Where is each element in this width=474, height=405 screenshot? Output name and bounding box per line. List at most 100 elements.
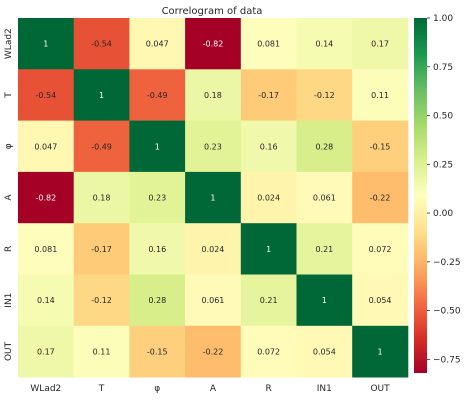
- heatmap-cell: [296, 325, 353, 378]
- heatmap-cell: [73, 171, 130, 224]
- heatmap-cell: [185, 274, 242, 327]
- cell-value-label: 0.054: [313, 347, 336, 356]
- heatmap-cell: [129, 223, 186, 275]
- cell-value-label: -0.22: [370, 194, 391, 203]
- heatmap-cell: [352, 274, 409, 327]
- heatmap-cell: [352, 223, 409, 275]
- heatmap-cell: [240, 69, 297, 121]
- heatmap-cell: [240, 223, 297, 275]
- cell-value-label: 0.024: [257, 194, 280, 203]
- colorbar-tick-label: 1.00: [433, 14, 453, 24]
- row-tick-label: A: [4, 194, 14, 201]
- cell-value-label: 0.11: [371, 91, 389, 100]
- heatmap-cells: 1 -0.54 0.047 -0.82 0.081 0.14 0.17 -0.54 1 -0.49…: [18, 18, 409, 378]
- heatmap-cell: [185, 325, 242, 378]
- heatmap-cell: [240, 274, 297, 327]
- colorbar-tick-label: −0.50: [433, 307, 461, 317]
- heatmap-cell: [18, 223, 75, 275]
- cell-value-label: 1: [378, 347, 383, 356]
- heatmap-cell: [240, 325, 297, 378]
- heatmap-cell: [18, 325, 75, 378]
- heatmap-cell: [352, 120, 409, 173]
- row-tick-label: IN1: [4, 293, 14, 308]
- colorbar-gradient: [414, 18, 427, 373]
- cell-value-label: -0.22: [203, 347, 224, 356]
- cell-value-label: 0.072: [257, 347, 280, 356]
- heatmap-cell: [185, 171, 242, 224]
- row-tick-label: T: [4, 92, 14, 99]
- colorbar-tick-label: 0.50: [433, 112, 453, 122]
- heatmap-cell: [296, 120, 353, 173]
- cell-value-label: 0.14: [37, 296, 55, 305]
- heatmap-cell: [352, 69, 409, 121]
- heatmap-cell: [296, 274, 353, 327]
- heatmap-cell: [73, 69, 130, 121]
- cell-value-label: 0.21: [260, 296, 278, 305]
- heatmap-cell: [129, 325, 186, 378]
- cell-value-label: 0.17: [37, 347, 55, 356]
- cell-value-label: -0.54: [35, 91, 56, 100]
- cell-value-label: 0.16: [148, 245, 166, 254]
- cell-value-label: 0.18: [93, 194, 111, 203]
- cell-value-label: 0.061: [313, 194, 336, 203]
- cell-value-label: 0.23: [204, 142, 222, 151]
- cell-value-label: 0.14: [315, 40, 333, 49]
- column-tick-label: IN1: [317, 384, 332, 394]
- cell-value-label: 0.16: [260, 142, 278, 151]
- heatmap-cell: [73, 325, 130, 378]
- colorbar-tick-label: 0.25: [433, 160, 453, 170]
- cell-value-label: -0.82: [203, 40, 224, 49]
- heatmap-cell: [129, 120, 186, 173]
- cell-value-label: -0.82: [35, 194, 56, 203]
- heatmap-cell: [18, 171, 75, 224]
- cell-value-label: 0.28: [315, 142, 333, 151]
- heatmap-cell: [240, 18, 297, 70]
- heatmap-cell: [129, 171, 186, 224]
- cell-value-label: 0.054: [369, 296, 392, 305]
- row-tick-label: OUT: [4, 341, 14, 361]
- column-tick-label: OUT: [370, 384, 390, 394]
- heatmap-cell: [352, 325, 409, 378]
- cell-value-label: 0.17: [371, 40, 389, 49]
- cell-value-label: -0.17: [258, 91, 279, 100]
- cell-value-label: 0.18: [204, 91, 222, 100]
- cell-value-label: -0.15: [147, 347, 168, 356]
- colorbar-tick-label: −0.75: [433, 355, 461, 365]
- cell-value-label: 0.061: [201, 296, 224, 305]
- heatmap-cell: [296, 171, 353, 224]
- cell-value-label: 0.072: [369, 245, 392, 254]
- cell-value-label: 1: [210, 194, 215, 203]
- heatmap-cell: [185, 69, 242, 121]
- heatmap-cell: [185, 120, 242, 173]
- colorbar-tick-label: 0.00: [433, 209, 453, 219]
- heatmap-cell: [240, 171, 297, 224]
- heatmap-cell: [296, 69, 353, 121]
- cell-value-label: -0.54: [91, 40, 112, 49]
- heatmap-cell: [73, 18, 130, 70]
- cell-value-label: 1: [322, 296, 327, 305]
- heatmap-cell: [73, 274, 130, 327]
- cell-value-label: 0.047: [146, 40, 169, 49]
- heatmap-cell: [240, 120, 297, 173]
- heatmap-cell: [352, 18, 409, 70]
- heatmap-cell: [73, 120, 130, 173]
- row-tick-label: WLad2: [4, 28, 14, 59]
- cell-value-label: 0.081: [34, 245, 57, 254]
- heatmap-cell: [296, 223, 353, 275]
- row-tick-label: φ: [4, 143, 14, 149]
- column-tick-label: A: [210, 384, 217, 394]
- cell-value-label: 1: [99, 91, 104, 100]
- cell-value-label: 1: [266, 245, 271, 254]
- chart-title: Correlogram of data: [162, 6, 263, 17]
- colorbar-tick-label: 0.75: [433, 63, 453, 73]
- cell-value-label: 0.21: [315, 245, 333, 254]
- cell-value-label: -0.49: [91, 142, 112, 151]
- colorbar: 1.00 0.75 0.50 0.25 0.00 −0.25 −0.50 −0.75: [414, 14, 461, 373]
- cell-value-label: 0.024: [201, 245, 224, 254]
- cell-value-label: 0.047: [34, 142, 57, 151]
- column-tick-label: WLad2: [30, 384, 61, 394]
- heatmap-cell: [352, 171, 409, 224]
- heatmap-cell: [18, 120, 75, 173]
